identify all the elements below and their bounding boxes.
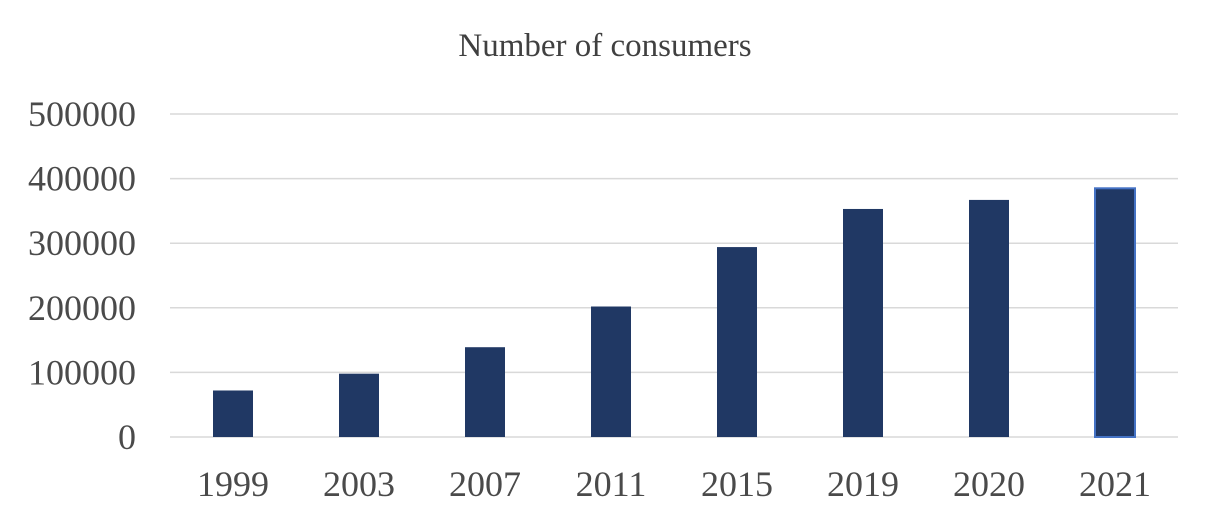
x-tick-label: 2011: [576, 464, 647, 504]
bar-2021: [1094, 187, 1136, 438]
y-tick-label: 200000: [28, 288, 136, 328]
x-tick-label: 2020: [953, 464, 1025, 504]
bar-2007: [465, 347, 505, 437]
x-tick-label: 2007: [449, 464, 521, 504]
x-tick-label: 2021: [1079, 464, 1151, 504]
bar-2011: [591, 306, 631, 437]
bar-2019: [843, 208, 883, 437]
y-tick-label: 300000: [28, 223, 136, 263]
y-axis-ticks: 0 100000 200000 300000 400000 500000: [28, 94, 136, 457]
y-tick-label: 100000: [28, 352, 136, 392]
bar-1999: [213, 390, 253, 437]
bar-2015: [717, 247, 757, 437]
bars: [213, 187, 1136, 438]
x-axis-ticks: 1999 2003 2007 2011 2015 2019 2020 2021: [197, 464, 1151, 504]
y-tick-label: 400000: [28, 159, 136, 199]
gridlines: [170, 113, 1178, 438]
bar-2003: [339, 373, 379, 437]
y-tick-label: 500000: [28, 94, 136, 134]
chart-title: Number of consumers: [458, 28, 751, 64]
y-tick-label: 0: [118, 417, 136, 457]
bar-2020: [969, 199, 1009, 437]
x-tick-label: 2003: [323, 464, 395, 504]
x-tick-label: 1999: [197, 464, 269, 504]
x-tick-label: 2019: [827, 464, 899, 504]
x-tick-label: 2015: [701, 464, 773, 504]
